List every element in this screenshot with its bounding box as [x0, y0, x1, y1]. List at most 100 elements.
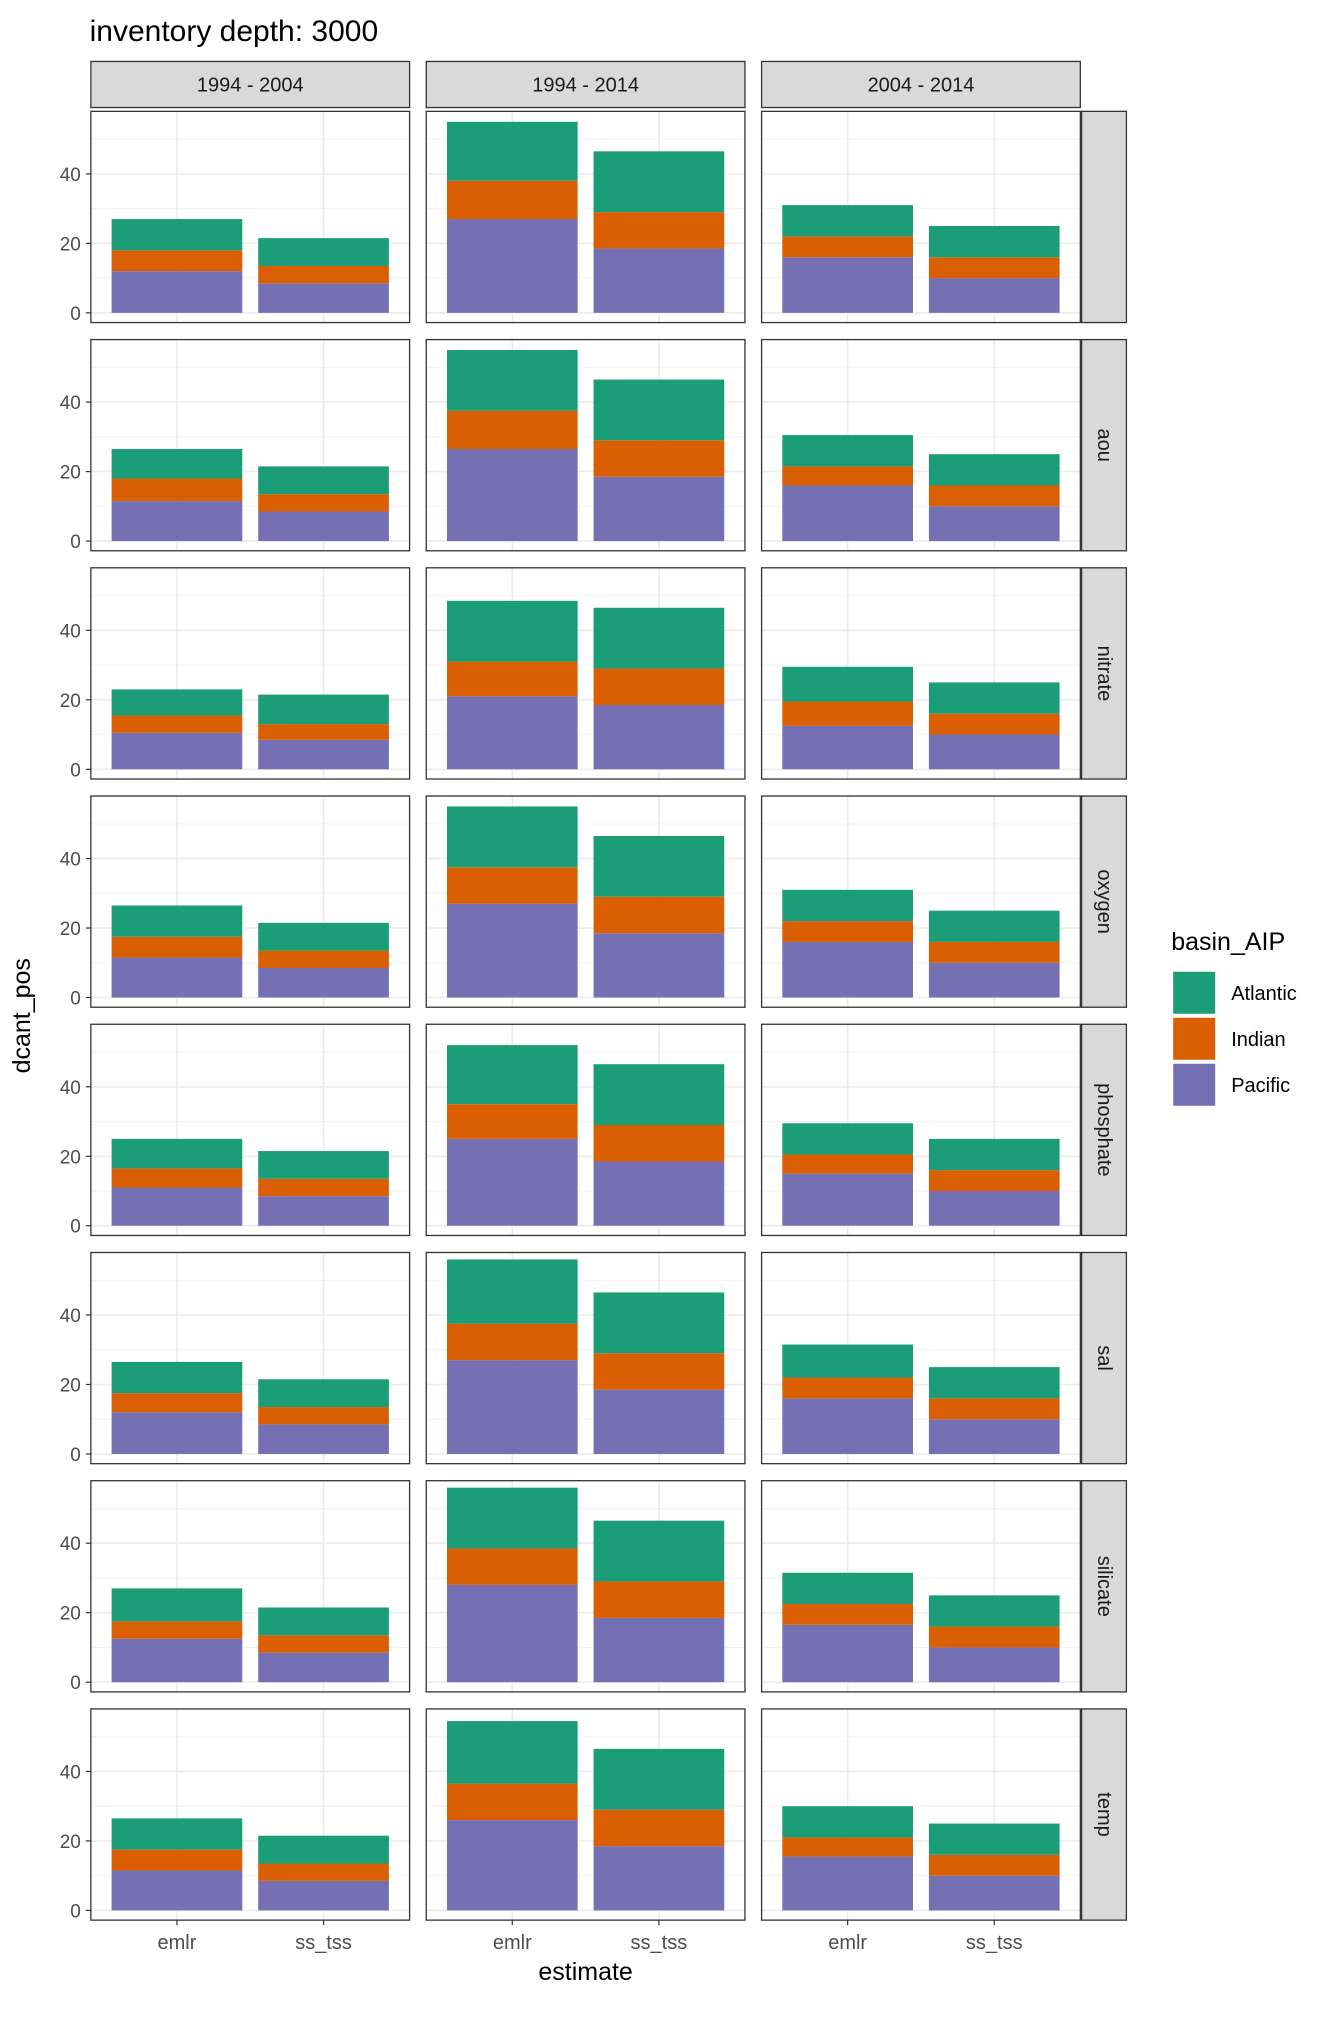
bar-segment-indian: [446, 1783, 578, 1821]
y-tick-label: 20: [60, 1375, 81, 1396]
column-strip-label: 1994 - 2014: [532, 74, 639, 96]
y-tick-label: 40: [60, 1762, 81, 1783]
panel-border: [425, 1023, 746, 1237]
bar-segment-indian: [928, 485, 1060, 507]
bar-segment-atlantic: [593, 1748, 725, 1810]
row-strip: [1080, 1251, 1128, 1465]
bar-segment-pacific: [111, 1412, 243, 1454]
bar-segment-indian: [258, 950, 389, 968]
bar-segment-pacific: [258, 1196, 389, 1226]
bar-segment-atlantic: [111, 1588, 243, 1622]
bar-segment-atlantic: [928, 910, 1060, 942]
x-tick-label: emlr: [157, 1932, 196, 1954]
bar-segment-pacific: [782, 257, 913, 313]
panel-border: [425, 1708, 746, 1921]
bar-segment-indian: [593, 896, 725, 934]
bar-segment-indian: [258, 494, 389, 512]
bar-segment-atlantic: [111, 1361, 243, 1394]
bar-segment-atlantic: [593, 1064, 725, 1125]
bar-segment-atlantic: [928, 1138, 1060, 1171]
bar-segment-indian: [446, 1323, 578, 1361]
panel-border: [90, 567, 411, 780]
bar-segment-pacific: [593, 1389, 725, 1454]
x-tick-label: emlr: [828, 1932, 867, 1954]
y-tick-label: 20: [60, 1604, 81, 1625]
panel-border: [425, 1480, 746, 1693]
panel-border: [760, 1480, 1081, 1693]
row-strip: [1080, 795, 1128, 1008]
bar-segment-indian: [928, 1170, 1060, 1191]
legend-key: [1173, 1017, 1216, 1060]
bar-segment-atlantic: [258, 1607, 389, 1636]
bar-segment-atlantic: [446, 1721, 578, 1784]
bar-segment-indian: [593, 212, 725, 249]
y-tick-label: 0: [70, 760, 81, 781]
row-strip: [1080, 1708, 1128, 1921]
panel-border: [90, 1480, 411, 1693]
bar-segment-atlantic: [446, 806, 578, 868]
bar-segment-indian: [111, 250, 243, 272]
bar-segment-indian: [782, 921, 913, 942]
y-tick-label: 40: [60, 1078, 81, 1099]
panel-border: [760, 338, 1081, 552]
bar-segment-atlantic: [782, 1344, 913, 1378]
bar-segment-pacific: [928, 1875, 1060, 1911]
bar-segment-pacific: [446, 903, 578, 998]
bar-segment-indian: [258, 265, 389, 284]
row-strip-label: aou: [1093, 428, 1115, 461]
y-tick-label: 0: [70, 1901, 81, 1922]
row-strip: [1080, 1023, 1128, 1237]
bar-segment-indian: [111, 715, 243, 733]
row-strip-label: sal: [1093, 1345, 1115, 1371]
y-tick-label: 40: [60, 621, 81, 642]
bar-segment-pacific: [446, 1820, 578, 1911]
row-strip: [1080, 1480, 1128, 1693]
bar-segment-atlantic: [446, 600, 578, 662]
bar-segment-pacific: [111, 1870, 243, 1911]
bar-segment-atlantic: [782, 1123, 913, 1155]
bar-segment-indian: [111, 1849, 243, 1871]
bar-segment-pacific: [446, 1584, 578, 1683]
x-tick-label: ss_tss: [295, 1932, 352, 1954]
bar-segment-indian: [111, 1168, 243, 1188]
panel-border: [90, 1251, 411, 1465]
bar-segment-pacific: [593, 1846, 725, 1911]
y-tick-label: 20: [60, 1832, 81, 1853]
bar-segment-atlantic: [928, 1595, 1060, 1627]
bar-segment-pacific: [111, 1187, 243, 1226]
y-tick-label: 0: [70, 1217, 81, 1238]
y-tick-label: 0: [70, 1673, 81, 1694]
x-tick-label: ss_tss: [966, 1932, 1023, 1954]
bar-segment-pacific: [782, 1398, 913, 1454]
panel-border: [425, 338, 746, 552]
panel-border: [90, 338, 411, 552]
bar-segment-indian: [258, 1407, 389, 1425]
legend-title: basin_AIP: [1171, 928, 1285, 956]
x-tick-label: emlr: [493, 1932, 532, 1954]
bar-segment-pacific: [782, 941, 913, 998]
bar-segment-pacific: [782, 485, 913, 542]
bar-segment-atlantic: [782, 666, 913, 702]
bar-segment-atlantic: [928, 225, 1060, 258]
bar-segment-atlantic: [446, 1487, 578, 1549]
bar-segment-indian: [593, 1809, 725, 1847]
bar-segment-pacific: [782, 725, 913, 770]
panel-border: [760, 1708, 1081, 1921]
bar-segment-indian: [593, 1353, 725, 1390]
bar-segment-atlantic: [593, 835, 725, 897]
bar-segment-atlantic: [258, 238, 389, 266]
bar-segment-atlantic: [446, 121, 578, 181]
legend-label: Indian: [1231, 1029, 1286, 1051]
bar-segment-atlantic: [446, 350, 578, 411]
panel-border: [90, 110, 411, 324]
bar-segment-atlantic: [111, 219, 243, 251]
bar-segment-indian: [111, 478, 243, 502]
row-strip: [1080, 338, 1128, 552]
bar-segment-pacific: [593, 248, 725, 313]
bar-segment-pacific: [928, 1647, 1060, 1683]
bar-segment-indian: [782, 701, 913, 726]
y-tick-label: 0: [70, 304, 81, 325]
panel-border: [425, 1251, 746, 1465]
bar-segment-pacific: [258, 511, 389, 542]
